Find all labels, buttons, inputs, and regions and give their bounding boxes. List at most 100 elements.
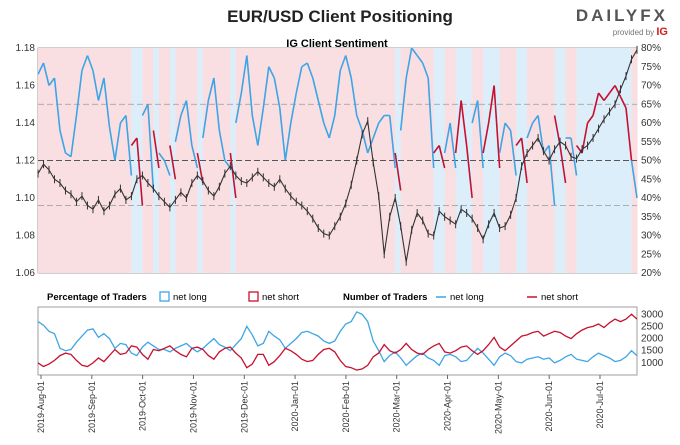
price-tick-label: 1.18 [16, 43, 36, 54]
net-short-pct-segment [433, 145, 440, 154]
net-long-pct-segment [509, 130, 517, 176]
net-long-pct-segment [411, 47, 418, 56]
sentiment-zone [257, 48, 264, 273]
net-long-pct-segment [163, 160, 171, 176]
net-short-pct-segment [438, 145, 446, 169]
legend-count-long-label: net long [450, 292, 484, 303]
net-long-pct-segment [388, 115, 396, 169]
traders-plot-area [37, 306, 638, 376]
net-long-pct-segment [306, 62, 314, 79]
axes: 1.18 1.16 1.14 1.12 1.10 1.08 1.06 80% 75% 70% 65%… [16, 43, 664, 434]
pct-tick-label: 55% [641, 137, 661, 148]
net-short-pct-segment [394, 152, 402, 191]
net-long-pct-segment [476, 100, 484, 169]
net-long-pct-segment [630, 160, 638, 199]
net-long-pct-segment [498, 122, 506, 154]
net-long-pct-segment [37, 62, 45, 75]
net-long-pct-segment [59, 130, 67, 154]
net-short-pct-segment [460, 100, 468, 146]
legend-count-title: Number of Traders [343, 292, 427, 303]
net-long-pct-segment [531, 115, 539, 124]
x-tick-label: 2020-Jun-01 [544, 381, 554, 432]
legend-pct-short-swatch [248, 291, 259, 302]
net-long-pct-segment [378, 115, 385, 124]
net-long-pct-segment [48, 77, 56, 86]
price-tick-label: 1.08 [16, 231, 36, 242]
net-long-pct-segment [548, 145, 556, 206]
sentiment-zone [43, 48, 50, 273]
x-tick-label: 2019-Nov-01 [188, 381, 198, 433]
net-long-pct-segment [158, 152, 166, 161]
net-short-pct-segment [592, 92, 600, 116]
sentiment-zone [59, 48, 67, 273]
pct-tick-label: 40% [641, 193, 661, 204]
pct-tick-label: 35% [641, 212, 661, 223]
net-long-pct-segment [147, 104, 155, 191]
net-long-pct-segment [191, 145, 199, 169]
net-short-pct-segment [487, 85, 495, 124]
x-tick-label: 2020-May-01 [493, 381, 503, 434]
dailyfx-logo: DAILYFX provided by IG [576, 6, 668, 38]
net-long-pct-segment [344, 55, 353, 79]
net-long-pct-segment [273, 77, 281, 109]
sentiment-zone [356, 48, 363, 273]
price-tick-label: 1.10 [16, 193, 36, 204]
net-long-pct-segment [86, 55, 94, 71]
net-long-pct-segment [125, 115, 133, 176]
sentiment-zone [554, 48, 561, 273]
net-long-pct-segment [257, 107, 265, 146]
net-long-pct-segment [311, 77, 320, 101]
net-short-pct-segment [152, 130, 160, 169]
sentiment-zone [312, 48, 319, 273]
legend-pct-short-label: net short [262, 292, 299, 303]
sentiment-zone [483, 48, 490, 273]
sentiment-zone [411, 48, 418, 273]
net-short-pct-segment [196, 152, 204, 184]
net-long-pct-segment [42, 62, 50, 86]
net-short-pct-segment [465, 145, 473, 199]
net-long-pct-segment [207, 77, 215, 101]
net-short-pct-segment [515, 137, 523, 146]
price-line [37, 49, 638, 262]
net-long-pct-segment [290, 92, 298, 124]
sentiment-zone [230, 48, 237, 273]
sentiment-zone [367, 48, 374, 273]
net-long-pct-segment [141, 103, 149, 116]
net-long-pct-segment [103, 77, 111, 127]
net-long-pct-segment [421, 62, 429, 79]
sentiment-zone [626, 48, 633, 273]
net-long-pct-segment [119, 115, 127, 124]
pct-tick-label: 70% [641, 81, 661, 92]
count-tick-label: 1000 [641, 358, 664, 369]
pct-tick-label: 50% [641, 156, 661, 167]
net-long-pct-segment [301, 62, 308, 68]
x-tick-label: 2020-Apr-01 [443, 381, 453, 431]
chart-title: EUR/USD Client Positioning [227, 7, 453, 26]
net-long-pct-segment [180, 100, 188, 116]
net-short-pct-segment [169, 145, 177, 180]
net-short-pct-segment [597, 92, 605, 101]
net-long-pct-segment [416, 55, 424, 64]
net-long-pct-segment [372, 122, 380, 139]
net-long-pct-segment [174, 115, 182, 142]
net-long-pct-segment [317, 100, 325, 124]
net-short-pct-segment [614, 85, 622, 98]
net-long-pct-segment [295, 66, 303, 94]
net-long-count-line [37, 311, 638, 367]
net-short-pct-segment [136, 137, 144, 206]
sentiment-zone [213, 48, 220, 273]
net-long-pct-segment [323, 122, 331, 139]
pct-tick-label: 60% [641, 118, 661, 129]
sentiment-zone [609, 48, 616, 273]
sentiment-zone [582, 48, 589, 273]
net-long-pct-segment [108, 126, 116, 161]
price-tick-label: 1.14 [16, 118, 36, 129]
net-short-count-line [37, 313, 638, 371]
net-long-pct-segment [449, 122, 457, 169]
net-long-pct-segment [279, 107, 287, 161]
x-tick-label: 2020-Jan-01 [290, 381, 300, 432]
sentiment-panel-title: IG Client Sentiment [286, 38, 388, 50]
net-long-pct-segment [284, 122, 292, 161]
net-long-pct-segment [213, 77, 221, 131]
count-tick-label: 3000 [641, 309, 664, 320]
